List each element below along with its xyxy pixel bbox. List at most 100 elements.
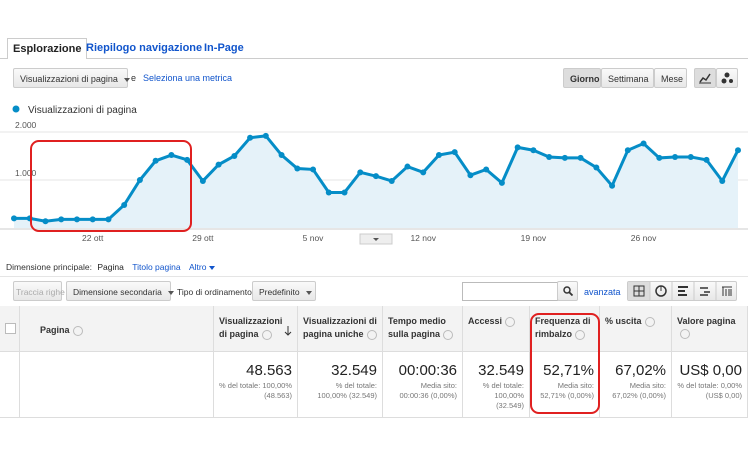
help-icon[interactable] xyxy=(644,316,655,327)
help-icon[interactable] xyxy=(505,316,516,327)
dimension-option[interactable]: Pagina xyxy=(97,262,124,272)
legend-label: Visualizzazioni di pagina xyxy=(28,105,137,116)
point xyxy=(357,169,364,176)
column-header[interactable]: Valore pagina xyxy=(672,306,748,352)
point xyxy=(624,147,631,154)
help-icon[interactable] xyxy=(366,329,377,340)
search-button[interactable] xyxy=(557,281,578,301)
point xyxy=(231,153,238,159)
point xyxy=(483,166,490,173)
help-icon[interactable] xyxy=(261,329,272,340)
secondary-dimension: Dimensione secondaria xyxy=(73,287,162,297)
tab[interactable]: In-Page xyxy=(204,42,244,54)
y-tick-label: 2.000 xyxy=(15,120,37,130)
point xyxy=(672,153,679,160)
icon xyxy=(563,286,574,297)
totals-cell: 00:00:36 Media sito: 00:00:36 (0,00%) xyxy=(383,352,463,418)
point xyxy=(467,172,474,179)
column-header[interactable]: Visualizzazioni di pagina uniche xyxy=(298,306,383,352)
period-button[interactable]: Mese xyxy=(654,68,687,88)
dimension-option[interactable]: Titolo pagina xyxy=(132,262,181,272)
point xyxy=(152,157,159,164)
advanced-link[interactable]: avanzata xyxy=(584,287,621,297)
help-icon[interactable] xyxy=(680,328,690,339)
point xyxy=(451,149,458,156)
column-header[interactable]: % uscita xyxy=(600,306,672,352)
point xyxy=(199,177,206,184)
column-title: Pagina xyxy=(40,325,70,335)
point xyxy=(278,152,285,159)
point xyxy=(42,218,49,225)
dimension-label: Dimensione principale: xyxy=(6,262,92,272)
icon xyxy=(699,73,711,84)
total-note: Media sito: 00:00:36 (0,00%) xyxy=(399,381,457,400)
column-header[interactable]: Tempo medio sulla pagina xyxy=(383,306,463,352)
highlight-box xyxy=(530,313,600,414)
totals-cell: 32.549 % del totale: 100,00% (32.549) xyxy=(463,352,530,418)
point xyxy=(404,163,411,170)
x-tick-label: 5 nov xyxy=(303,233,325,243)
help-icon[interactable] xyxy=(575,329,586,340)
total-value: US$ 0,00 xyxy=(679,362,742,379)
point xyxy=(435,152,442,159)
x-tick-label: 29 ott xyxy=(192,233,214,243)
point xyxy=(325,189,332,196)
point xyxy=(73,216,80,223)
column-title: Tempo medio sulla pagina xyxy=(388,316,446,339)
point xyxy=(735,147,741,154)
column-title: Accessi xyxy=(468,316,503,326)
totals-cell: 67,02% Media sito: 67,02% (0,00%) xyxy=(600,352,672,418)
column-header[interactable]: Pagina xyxy=(20,306,214,352)
total-value: 52,71% xyxy=(543,362,594,379)
help-icon[interactable] xyxy=(72,325,83,336)
point xyxy=(58,216,65,223)
tab[interactable]: Riepilogo navigazione xyxy=(86,42,203,54)
sort-value: Predefinito xyxy=(259,287,300,297)
total-note: % del totale: 100,00% (32.549) xyxy=(482,381,524,410)
point xyxy=(593,164,600,171)
point xyxy=(719,177,726,184)
plot-rows-button[interactable]: Traccia righe xyxy=(13,281,65,301)
rule xyxy=(0,276,748,277)
metric-dropdown[interactable]: Visualizzazioni di pagina xyxy=(13,68,130,88)
highlight-box xyxy=(30,140,192,232)
sort-label: Tipo di ordinamento: xyxy=(177,287,255,297)
point xyxy=(168,152,175,159)
y-tick-label: 1.000 xyxy=(15,168,37,178)
point xyxy=(341,189,348,196)
help-icon[interactable] xyxy=(443,329,454,340)
column-header[interactable]: Accessi xyxy=(463,306,530,352)
point xyxy=(609,182,616,189)
scroll-caret xyxy=(373,238,379,241)
checkbox[interactable] xyxy=(5,323,16,334)
x-tick-label: 22 ott xyxy=(82,233,104,243)
column-title: Frequenza di rimbalzo xyxy=(535,316,591,339)
point xyxy=(121,201,128,208)
metric-selected: Visualizzazioni di pagina xyxy=(20,74,118,84)
scatter-view-icon[interactable] xyxy=(716,68,738,88)
x-tick-label: 26 nov xyxy=(631,233,657,243)
column-header[interactable]: Visualizzazioni di pagina xyxy=(214,306,298,352)
line-view-icon[interactable] xyxy=(694,68,716,88)
dimension-option[interactable]: Altro xyxy=(188,262,207,272)
secondary-dimension-dropdown[interactable]: Dimensione secondaria xyxy=(66,281,174,301)
search-box[interactable] xyxy=(462,282,558,301)
sort-arrow[interactable] xyxy=(284,326,292,338)
period-button[interactable]: Settimana xyxy=(601,68,654,88)
point xyxy=(703,156,710,163)
point xyxy=(388,177,395,184)
totals-cell: 48.563 % del totale: 100,00% (48.563) xyxy=(214,352,298,418)
sort-dropdown[interactable]: Predefinito xyxy=(252,281,316,301)
point xyxy=(546,153,553,160)
checkbox-cell xyxy=(0,352,20,418)
point xyxy=(262,132,269,139)
metric-link[interactable]: Seleziona una metrica xyxy=(143,73,233,83)
view-switcher[interactable] xyxy=(627,281,737,301)
tab[interactable]: Esplorazione xyxy=(7,38,88,59)
period-button[interactable]: Giorno xyxy=(563,68,601,88)
total-note: % del totale: 0,00% (US$ 0,00) xyxy=(677,381,742,400)
point xyxy=(420,169,427,176)
total-value: 32.549 xyxy=(478,362,524,379)
point xyxy=(215,161,222,168)
total-note: % del totale: 100,00% (48.563) xyxy=(219,381,292,400)
